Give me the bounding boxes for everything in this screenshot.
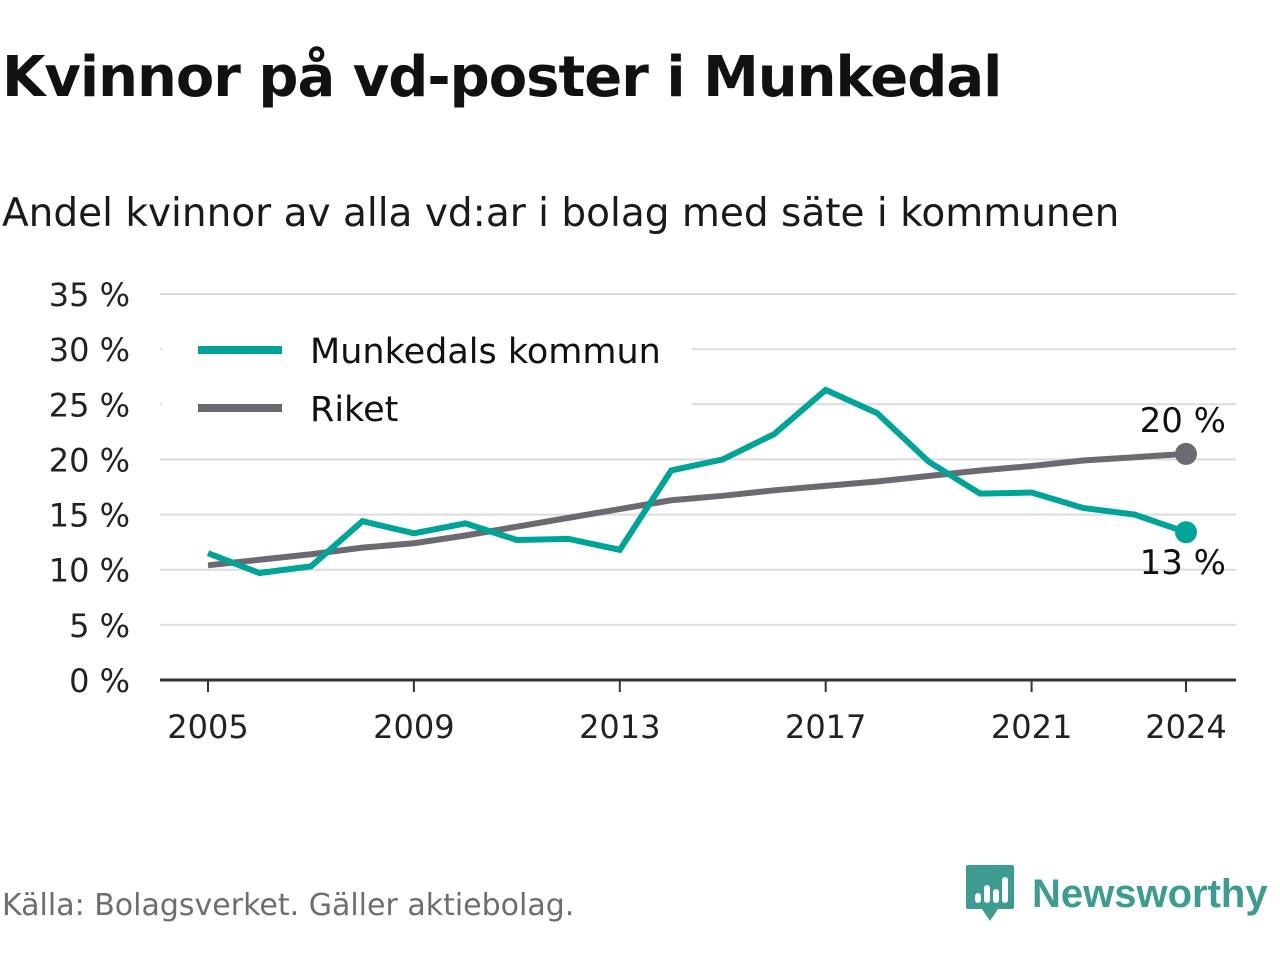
y-tick-label: 20 % [49, 441, 130, 479]
series-end-label: 20 % [1140, 401, 1226, 441]
x-tick-label: 2024 [1145, 708, 1226, 746]
legend-label: Munkedals kommun [310, 332, 661, 372]
x-tick-label: 2005 [167, 708, 248, 746]
chart-title: Kvinnor på vd-poster i Munkedal [2, 45, 1002, 110]
y-tick-label: 15 % [49, 497, 130, 535]
y-tick-label: 0 % [69, 662, 130, 700]
brand-logo: Newsworthy [964, 862, 1268, 926]
series-line [206, 386, 1187, 577]
x-tick-label: 2009 [373, 708, 454, 746]
legend-label: Riket [310, 390, 398, 430]
x-tick-label: 2017 [785, 708, 866, 746]
y-tick-label: 25 % [49, 386, 130, 424]
y-tick-label: 5 % [69, 607, 130, 645]
chart-subtitle: Andel kvinnor av alla vd:ar i bolag med … [2, 191, 1120, 236]
y-tick-label: 30 % [49, 331, 130, 369]
source-note: Källa: Bolagsverket. Gäller aktiebolag. [2, 888, 575, 923]
x-tick-label: 2013 [579, 708, 660, 746]
series-end-label: 13 % [1140, 543, 1226, 583]
brand-name: Newsworthy [1032, 872, 1268, 916]
x-tick-label: 2021 [991, 708, 1072, 746]
legend-box [162, 322, 692, 440]
y-tick-label: 10 % [49, 552, 130, 590]
newsworthy-logo-icon [966, 865, 1014, 921]
y-tick-label: 35 % [49, 276, 130, 314]
series-end-point [1175, 521, 1197, 544]
series-line [207, 450, 1187, 569]
series-end-point [1175, 442, 1197, 465]
